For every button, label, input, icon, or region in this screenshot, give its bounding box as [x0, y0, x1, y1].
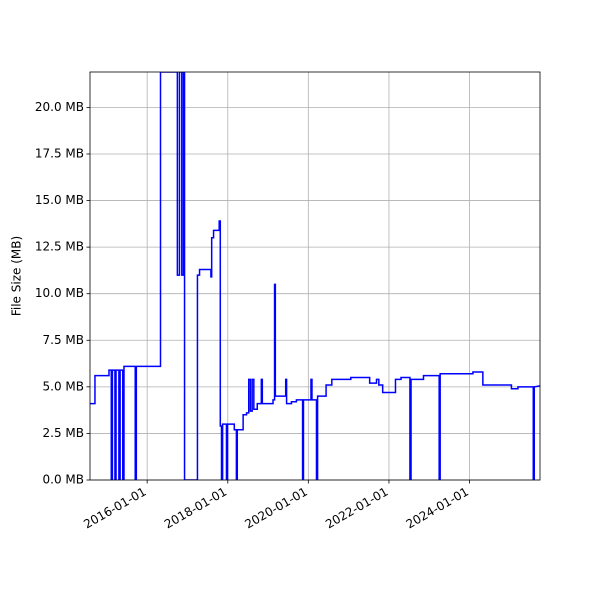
y-tick-label: 10.0 MB [35, 286, 84, 300]
y-tick-label: 2.5 MB [43, 426, 84, 440]
y-tick-label: 20.0 MB [35, 100, 84, 114]
grid-lines [90, 72, 540, 481]
y-axis-label: File Size (MB) [10, 236, 24, 316]
y-tick-label: 0.0 MB [43, 473, 84, 487]
y-tick-label: 7.5 MB [43, 333, 84, 347]
y-axis: 0.0 MB 2.5 MB 5.0 MB 7.5 MB 10.0 MB 12.5 MB 15… [35, 100, 90, 487]
y-tick-label: 5.0 MB [43, 379, 84, 393]
y-tick-label: 12.5 MB [35, 240, 84, 254]
y-tick-label: 17.5 MB [35, 146, 84, 160]
plot-frame [89, 71, 541, 481]
series-line [90, 72, 540, 480]
y-tick-label: 15.0 MB [35, 193, 84, 207]
series-group [90, 72, 540, 480]
